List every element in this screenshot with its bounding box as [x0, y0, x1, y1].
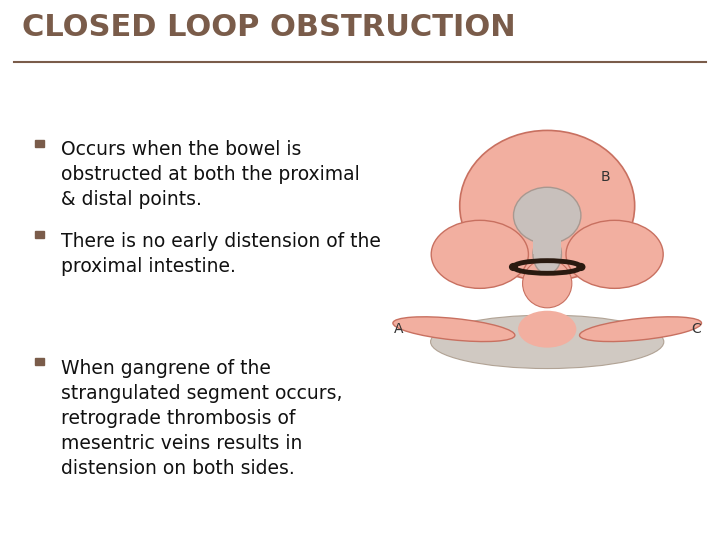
- Text: B: B: [600, 170, 611, 184]
- FancyBboxPatch shape: [35, 359, 45, 365]
- Ellipse shape: [513, 187, 581, 244]
- Text: There is no early distension of the
proximal intestine.: There is no early distension of the prox…: [61, 232, 381, 276]
- Ellipse shape: [518, 310, 577, 348]
- Ellipse shape: [523, 259, 572, 308]
- Text: A: A: [393, 322, 403, 336]
- FancyBboxPatch shape: [533, 223, 562, 254]
- Ellipse shape: [510, 264, 518, 271]
- Ellipse shape: [580, 317, 701, 342]
- Ellipse shape: [566, 220, 663, 288]
- Text: CLOSED LOOP OBSTRUCTION: CLOSED LOOP OBSTRUCTION: [22, 14, 516, 43]
- Text: When gangrene of the
strangulated segment occurs,
retrograde thrombosis of
mesen: When gangrene of the strangulated segmen…: [61, 359, 343, 478]
- Ellipse shape: [533, 235, 562, 274]
- Text: Occurs when the bowel is
obstructed at both the proximal
& distal points.: Occurs when the bowel is obstructed at b…: [61, 140, 360, 210]
- Text: C: C: [691, 322, 701, 336]
- Ellipse shape: [431, 220, 528, 288]
- Ellipse shape: [460, 131, 635, 281]
- Ellipse shape: [577, 264, 585, 271]
- FancyBboxPatch shape: [35, 231, 45, 239]
- Ellipse shape: [393, 317, 515, 342]
- FancyBboxPatch shape: [35, 139, 45, 146]
- Ellipse shape: [431, 315, 664, 368]
